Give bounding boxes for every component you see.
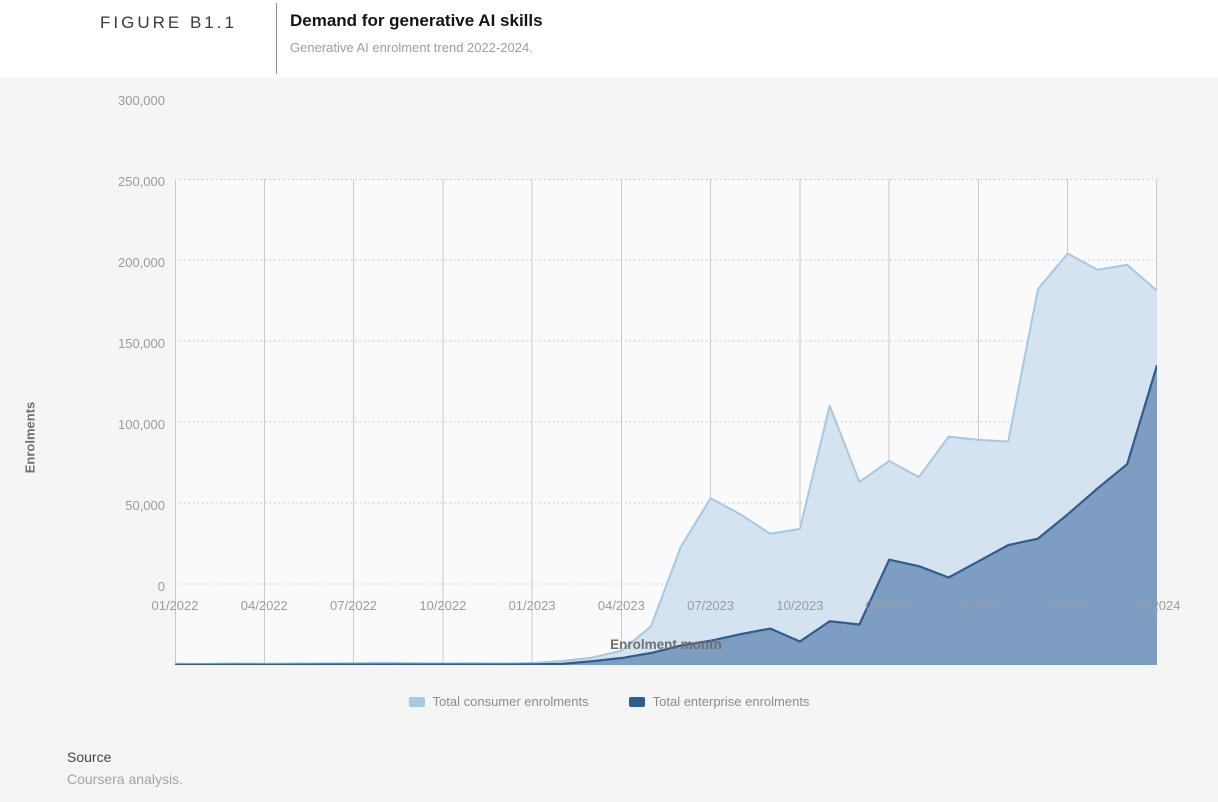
y-tick-label: 200,000 xyxy=(118,255,165,270)
y-tick-label: 300,000 xyxy=(118,93,165,108)
x-tick-label: 01/2023 xyxy=(508,598,556,613)
x-tick-label: 10/2022 xyxy=(419,598,467,613)
header-divider xyxy=(276,3,277,74)
enterprise-line xyxy=(175,364,1157,665)
consumer-series-swatch-icon xyxy=(408,696,425,707)
legend-item-enterprise: Total enterprise enrolments xyxy=(628,694,810,709)
consumer-line xyxy=(175,252,1157,665)
source-text: Coursera analysis. xyxy=(67,771,183,787)
figure-subtitle: Generative AI enrolment trend 2022-2024. xyxy=(290,40,533,55)
y-tick-label: 250,000 xyxy=(118,174,165,189)
legend-label-enterprise: Total enterprise enrolments xyxy=(652,694,810,709)
x-tick-label: 04/2022 xyxy=(240,598,288,613)
x-tick-label: 07/2024 xyxy=(1044,598,1092,613)
x-tick-label: 04/2024 xyxy=(954,598,1002,613)
x-tick-label: 10/2024 xyxy=(1133,598,1181,613)
x-tick-label: 04/2023 xyxy=(597,598,645,613)
chart-legend: Total consumer enrolments Total enterpri… xyxy=(0,694,1218,709)
x-tick-label: 01/2024 xyxy=(865,598,913,613)
consumer-area xyxy=(175,253,1157,665)
x-tick-label: 07/2023 xyxy=(687,598,735,613)
y-tick-label: 50,000 xyxy=(125,498,165,513)
enterprise-area xyxy=(175,365,1157,665)
page-title: Demand for generative AI skills xyxy=(290,11,543,30)
source-label: Source xyxy=(67,749,112,765)
legend-label-consumer: Total consumer enrolments xyxy=(432,694,589,709)
chart-section: Enrolments 0 50,000 100,000 150,000 200,000 2… xyxy=(0,78,1218,802)
y-axis-title: Enrolments xyxy=(22,401,38,474)
enterprise-series-swatch-icon xyxy=(628,696,645,707)
plot-area xyxy=(175,179,1157,665)
source-block: Source Coursera analysis. xyxy=(67,749,183,787)
x-axis-title: Enrolment month xyxy=(610,637,722,652)
y-tick-label: 150,000 xyxy=(118,336,165,351)
x-tick-label: 07/2022 xyxy=(330,598,378,613)
y-tick-label: 100,000 xyxy=(118,417,165,432)
legend-item-consumer: Total consumer enrolments xyxy=(408,694,589,709)
x-tick-label: 01/2022 xyxy=(151,598,199,613)
figure-header: FIGURE B1.1 Demand for generative AI ski… xyxy=(0,0,1218,78)
figure-number-label: FIGURE B1.1 xyxy=(100,13,237,32)
x-tick-label: 10/2023 xyxy=(776,598,824,613)
y-tick-label: 0 xyxy=(157,579,165,594)
